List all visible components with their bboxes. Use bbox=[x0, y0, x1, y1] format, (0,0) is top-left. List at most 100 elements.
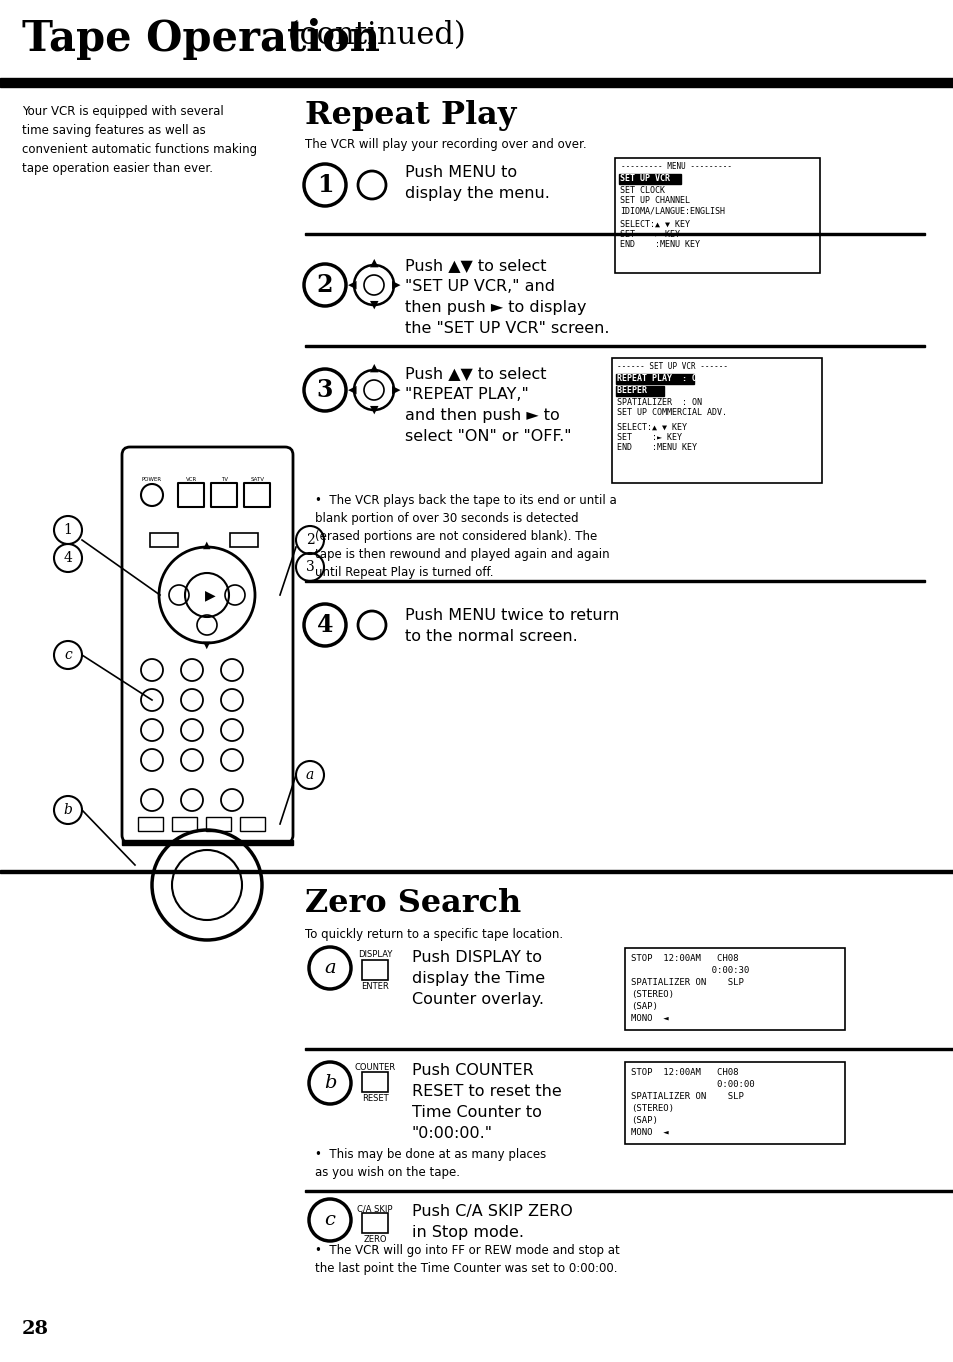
Text: TV: TV bbox=[221, 477, 229, 482]
Text: STOP  12:00AM   CH08: STOP 12:00AM CH08 bbox=[630, 1068, 738, 1077]
Text: 4: 4 bbox=[64, 552, 72, 565]
Text: 3: 3 bbox=[316, 379, 333, 402]
Text: ZERO: ZERO bbox=[363, 1235, 386, 1244]
Text: 0:00:00: 0:00:00 bbox=[630, 1080, 754, 1090]
Text: ▶: ▶ bbox=[205, 588, 215, 602]
Bar bbox=[305, 1047, 953, 1050]
Text: (continued): (continued) bbox=[277, 20, 465, 50]
Text: END    :MENU KEY: END :MENU KEY bbox=[619, 240, 700, 249]
Text: a: a bbox=[324, 959, 335, 977]
Text: ▼: ▼ bbox=[370, 300, 377, 311]
Text: ▲: ▲ bbox=[370, 364, 377, 373]
Text: Push ▲▼ to select
"REPEAT PLAY,"
and then push ► to
select "ON" or "OFF.": Push ▲▼ to select "REPEAT PLAY," and the… bbox=[405, 366, 571, 444]
Text: SELECT:▲ ▼ KEY: SELECT:▲ ▼ KEY bbox=[619, 221, 689, 229]
Text: STOP  12:00AM   CH08: STOP 12:00AM CH08 bbox=[630, 953, 738, 963]
Text: SET CLOCK: SET CLOCK bbox=[619, 187, 664, 195]
Text: ▲: ▲ bbox=[203, 539, 211, 550]
Text: •  The VCR will go into FF or REW mode and stop at
the last point the Time Count: • The VCR will go into FF or REW mode an… bbox=[314, 1244, 619, 1275]
Text: (SAP): (SAP) bbox=[630, 1115, 658, 1125]
Bar bbox=[305, 233, 924, 234]
Bar bbox=[206, 817, 231, 831]
Text: MONO  ◄: MONO ◄ bbox=[630, 1128, 668, 1137]
Bar bbox=[0, 78, 953, 87]
Text: 1: 1 bbox=[64, 523, 72, 537]
Bar bbox=[305, 580, 924, 582]
Text: SET    ► KEY: SET ► KEY bbox=[619, 230, 679, 238]
Text: •  This may be done at as many places
as you wish on the tape.: • This may be done at as many places as … bbox=[314, 1148, 546, 1179]
Text: Repeat Play: Repeat Play bbox=[305, 99, 516, 131]
Text: ▲: ▲ bbox=[370, 257, 377, 268]
Text: --------- MENU ---------: --------- MENU --------- bbox=[620, 162, 731, 172]
Text: ENTER: ENTER bbox=[361, 982, 389, 992]
Text: ◀: ◀ bbox=[348, 281, 355, 290]
Text: ▶: ▶ bbox=[392, 281, 400, 290]
Text: The VCR will play your recording over and over.: The VCR will play your recording over an… bbox=[305, 138, 586, 151]
Text: 4: 4 bbox=[316, 613, 333, 637]
Text: 2: 2 bbox=[316, 272, 333, 297]
Text: ------ SET UP VCR ------: ------ SET UP VCR ------ bbox=[617, 362, 727, 370]
Bar bbox=[624, 948, 844, 1030]
Text: SET    :► KEY: SET :► KEY bbox=[617, 433, 681, 443]
Bar bbox=[150, 533, 178, 548]
Bar bbox=[361, 1214, 388, 1233]
Text: Tape Operation: Tape Operation bbox=[22, 18, 379, 60]
Bar bbox=[616, 385, 663, 396]
Text: POWER: POWER bbox=[142, 477, 162, 482]
Bar bbox=[240, 817, 265, 831]
Text: Push C/A SKIP ZERO
in Stop mode.: Push C/A SKIP ZERO in Stop mode. bbox=[412, 1204, 572, 1239]
Bar bbox=[0, 870, 953, 873]
Text: Push ▲▼ to select
"SET UP VCR," and
then push ► to display
the "SET UP VCR" scre: Push ▲▼ to select "SET UP VCR," and then… bbox=[405, 257, 609, 336]
Bar bbox=[122, 840, 293, 844]
Text: To quickly return to a specific tape location.: To quickly return to a specific tape loc… bbox=[305, 928, 562, 941]
Text: SELECT:▲ ▼ KEY: SELECT:▲ ▼ KEY bbox=[617, 424, 686, 432]
Text: SET UP CHANNEL: SET UP CHANNEL bbox=[619, 196, 689, 206]
Bar bbox=[172, 817, 196, 831]
Text: Your VCR is equipped with several
time saving features as well as
convenient aut: Your VCR is equipped with several time s… bbox=[22, 105, 257, 174]
Text: SATV: SATV bbox=[251, 477, 265, 482]
Bar bbox=[230, 533, 257, 548]
Bar bbox=[624, 1062, 844, 1144]
Text: Push COUNTER
RESET to reset the
Time Counter to
"0:00:00.": Push COUNTER RESET to reset the Time Cou… bbox=[412, 1062, 561, 1141]
Text: ▼: ▼ bbox=[203, 640, 211, 650]
Text: END    :MENU KEY: END :MENU KEY bbox=[617, 443, 697, 452]
Text: (SAP): (SAP) bbox=[630, 1002, 658, 1011]
Text: IDIOMA/LANGUE:ENGLISH: IDIOMA/LANGUE:ENGLISH bbox=[619, 206, 724, 215]
Text: ▶: ▶ bbox=[392, 385, 400, 395]
Text: (STEREO): (STEREO) bbox=[630, 1105, 673, 1113]
Text: ▼: ▼ bbox=[370, 405, 377, 415]
Bar bbox=[305, 345, 924, 346]
Text: 3: 3 bbox=[305, 560, 314, 573]
Text: REPEAT PLAY  : ON: REPEAT PLAY : ON bbox=[617, 375, 701, 383]
Text: c: c bbox=[324, 1211, 335, 1229]
Bar bbox=[361, 960, 388, 981]
Text: (STEREO): (STEREO) bbox=[630, 990, 673, 998]
Bar bbox=[178, 484, 204, 507]
FancyBboxPatch shape bbox=[122, 447, 293, 843]
Text: 28: 28 bbox=[22, 1320, 49, 1337]
Text: 1: 1 bbox=[316, 173, 333, 197]
Text: c: c bbox=[64, 648, 71, 662]
Text: ◀: ◀ bbox=[348, 385, 355, 395]
Bar bbox=[361, 1072, 388, 1092]
Text: Push MENU to
display the menu.: Push MENU to display the menu. bbox=[405, 165, 549, 202]
Text: b: b bbox=[323, 1075, 335, 1092]
Text: SET UP VCR: SET UP VCR bbox=[619, 174, 669, 183]
Bar bbox=[138, 817, 163, 831]
Text: Push DISPLAY to
display the Time
Counter overlay.: Push DISPLAY to display the Time Counter… bbox=[412, 951, 544, 1007]
Text: RESET: RESET bbox=[361, 1094, 388, 1103]
Bar bbox=[305, 1190, 953, 1192]
Text: DISPLAY: DISPLAY bbox=[357, 951, 392, 959]
Text: Zero Search: Zero Search bbox=[305, 888, 520, 919]
Bar bbox=[211, 484, 236, 507]
Bar bbox=[615, 158, 820, 272]
Text: 0:00:30: 0:00:30 bbox=[630, 966, 748, 975]
Text: C/A SKIP: C/A SKIP bbox=[356, 1204, 393, 1214]
Text: b: b bbox=[64, 804, 72, 817]
Text: SPATIALIZER  : ON: SPATIALIZER : ON bbox=[617, 398, 701, 407]
Bar bbox=[612, 358, 821, 484]
Text: SPATIALIZER ON    SLP: SPATIALIZER ON SLP bbox=[630, 1092, 743, 1100]
Text: SPATIALIZER ON    SLP: SPATIALIZER ON SLP bbox=[630, 978, 743, 987]
Text: VCR: VCR bbox=[186, 477, 197, 482]
Text: 2: 2 bbox=[305, 533, 314, 548]
Bar bbox=[244, 484, 270, 507]
